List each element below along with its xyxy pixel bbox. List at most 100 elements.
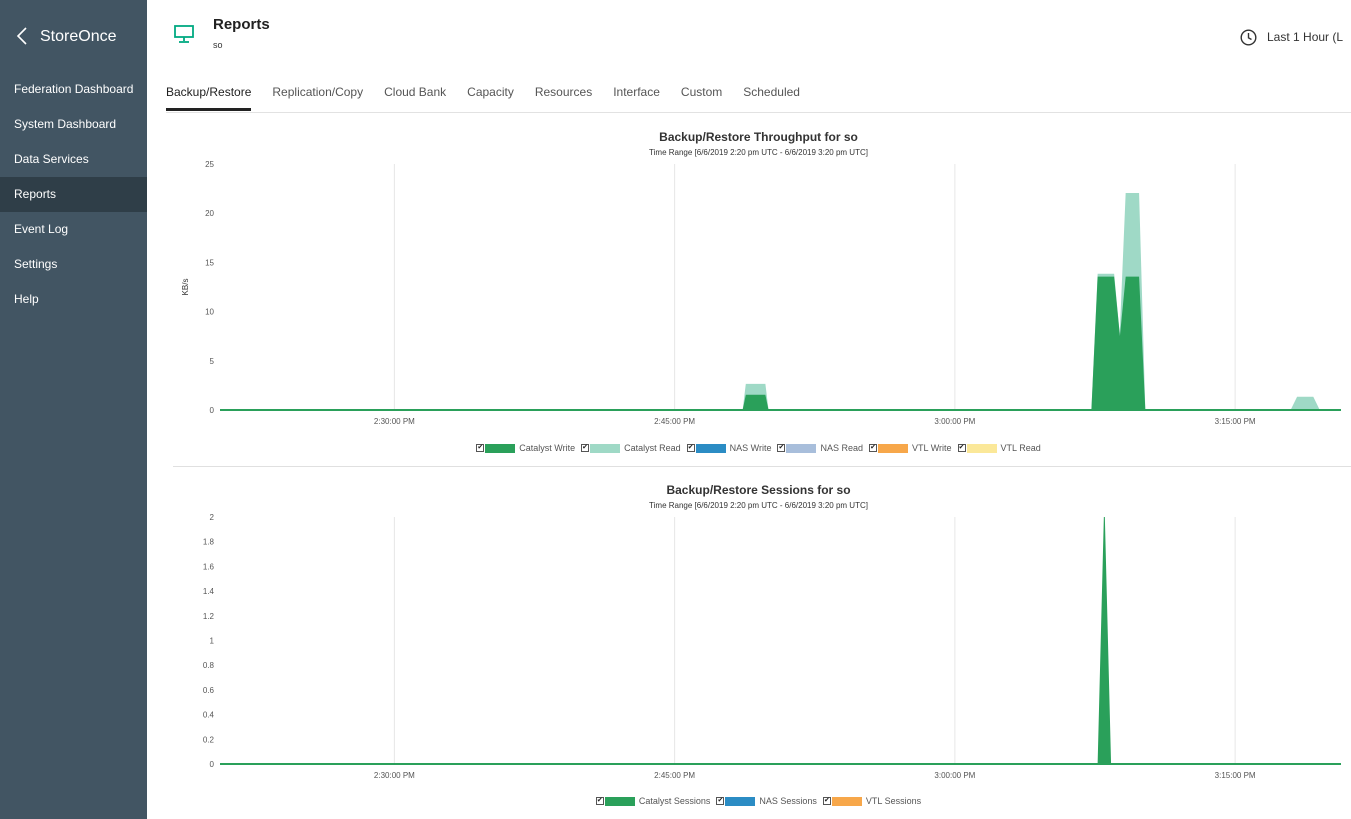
legend-swatch [485,443,516,453]
legend-swatch [786,443,817,453]
legend-item-nas-write[interactable]: ✔ NAS Write [686,443,772,453]
legend-swatch [695,443,726,453]
tab-custom[interactable]: Custom [680,85,723,99]
legend-checkbox[interactable]: ✔ [595,797,604,805]
legend-label: VTL Write [912,443,952,453]
time-range-selector[interactable]: Last 1 Hour (L [1240,27,1343,47]
x-tick-label: 3:15:00 PM [1215,771,1256,780]
legend-swatch [966,443,997,453]
x-tick-label: 3:00:00 PM [934,771,975,780]
sidebar-item-federation-dashboard[interactable]: Federation Dashboard [14,82,134,96]
sidebar-item-reports[interactable]: Reports [0,177,147,212]
time-range-label: Last 1 Hour (L [1267,30,1344,44]
legend-label: VTL Sessions [865,796,922,806]
throughput-chart: Backup/Restore Throughput for so Time Ra… [166,128,1351,464]
y-tick-label: 25 [205,160,214,169]
tab-interface[interactable]: Interface [613,85,660,99]
throughput-legend: ✔ Catalyst Write ✔ Catalyst Read ✔ NAS Write ✔… [166,443,1351,453]
legend-checkbox[interactable]: ✔ [581,444,590,452]
legend-checkbox[interactable]: ✔ [716,797,725,805]
storeonce-home-link[interactable]: StoreOnce [0,22,147,52]
sidebar-item-system-dashboard[interactable]: System Dashboard [14,117,117,131]
legend-item-vtl-read[interactable]: ✔ VTL Read [957,443,1041,453]
legend-label: Catalyst Read [624,443,681,453]
chart-time-range: Time Range [6/6/2019 2:20 pm UTC - 6/6/2… [649,148,868,157]
tab-resources[interactable]: Resources [534,85,593,99]
legend-checkbox[interactable]: ✔ [777,444,786,452]
legend-checkbox[interactable]: ✔ [869,444,878,452]
legend-label: VTL Read [1000,443,1041,453]
y-tick-label: 1 [210,637,215,646]
sidebar-item-settings[interactable]: Settings [14,257,58,271]
x-tick-label: 2:45:00 PM [654,771,695,780]
legend-swatch [725,796,756,806]
x-tick-label: 2:45:00 PM [654,417,695,426]
y-tick-label: 15 [205,258,214,267]
y-tick-label: 0.4 [203,711,215,720]
legend-swatch [590,443,621,453]
legend-checkbox[interactable]: ✔ [686,444,695,452]
y-tick-label: 0.2 [203,735,215,744]
tabs-divider [166,112,1351,113]
chevron-left-icon [16,27,27,45]
y-tick-label: 20 [205,209,214,218]
legend-checkbox[interactable]: ✔ [822,797,831,805]
legend-label: NAS Read [820,443,864,453]
series-area-catalyst-write [220,276,1341,411]
y-tick-label: 1.6 [203,562,215,571]
y-tick-label: 5 [210,357,215,366]
tab-capacity[interactable]: Capacity [467,85,514,99]
y-tick-label: 10 [205,308,214,317]
x-tick-label: 2:30:00 PM [374,771,415,780]
legend-swatch [831,796,862,806]
y-tick-label: 0.8 [203,661,215,670]
tab-cloud-bank[interactable]: Cloud Bank [384,85,447,99]
legend-item-catalyst-sessions[interactable]: ✔ Catalyst Sessions [595,796,711,806]
sidebar: StoreOnce Federation Dashboard System Da… [0,0,147,819]
x-tick-label: 3:15:00 PM [1215,417,1256,426]
monitor-icon [174,25,194,43]
chart-divider [173,466,1351,467]
legend-item-nas-read[interactable]: ✔ NAS Read [777,443,863,453]
legend-swatch [604,796,635,806]
legend-label: NAS Write [729,443,772,453]
x-tick-label: 2:30:00 PM [374,417,415,426]
sidebar-nav: Federation Dashboard System Dashboard Da… [0,72,147,317]
legend-swatch [878,443,909,453]
tab-replication-copy[interactable]: Replication/Copy [272,85,364,99]
legend-label: NAS Sessions [759,796,817,806]
legend-checkbox[interactable]: ✔ [957,444,966,452]
legend-label: Catalyst Write [519,443,576,453]
report-tabs: Backup/Restore Replication/Copy Cloud Ba… [166,80,821,112]
y-tick-label: 1.4 [203,587,215,596]
y-tick-label: 0.6 [203,686,215,695]
series-area-catalyst-read [220,193,1341,411]
x-tick-label: 3:00:00 PM [934,417,975,426]
sidebar-item-event-log[interactable]: Event Log [14,222,69,236]
tab-backup-restore[interactable]: Backup/Restore [166,80,252,111]
sidebar-item-help[interactable]: Help [14,292,39,306]
series-area-catalyst-sessions [220,516,1341,765]
page-title: Reports [213,16,270,33]
legend-checkbox[interactable]: ✔ [476,444,485,452]
brand-name: StoreOnce [40,28,117,45]
legend-label: Catalyst Sessions [638,796,711,806]
sidebar-item-data-services[interactable]: Data Services [14,152,89,166]
y-tick-label: 1.8 [203,538,215,547]
chart-title: Backup/Restore Sessions for so [666,483,851,497]
y-tick-label: 2 [210,513,215,522]
sessions-chart: Backup/Restore Sessions for so Time Rang… [166,481,1351,819]
y-tick-label: 0 [210,406,215,415]
legend-item-vtl-sessions[interactable]: ✔ VTL Sessions [822,796,922,806]
y-tick-label: 0 [210,760,215,769]
throughput-plot: 2:30:00 PM 2:45:00 PM 3:00:00 PM 3:15:00 PM… [181,160,1341,426]
legend-item-nas-sessions[interactable]: ✔ NAS Sessions [716,796,817,806]
chart-time-range: Time Range [6/6/2019 2:20 pm UTC - 6/6/2… [649,501,868,510]
sessions-legend: ✔ Catalyst Sessions ✔ NAS Sessions ✔ VTL Sess… [166,796,1351,806]
legend-item-vtl-write[interactable]: ✔ VTL Write [869,443,952,453]
chart-title: Backup/Restore Throughput for so [659,130,858,144]
legend-item-catalyst-read[interactable]: ✔ Catalyst Read [581,443,681,453]
legend-item-catalyst-write[interactable]: ✔ Catalyst Write [476,443,575,453]
tab-scheduled[interactable]: Scheduled [743,85,800,99]
y-tick-label: 1.2 [203,612,215,621]
